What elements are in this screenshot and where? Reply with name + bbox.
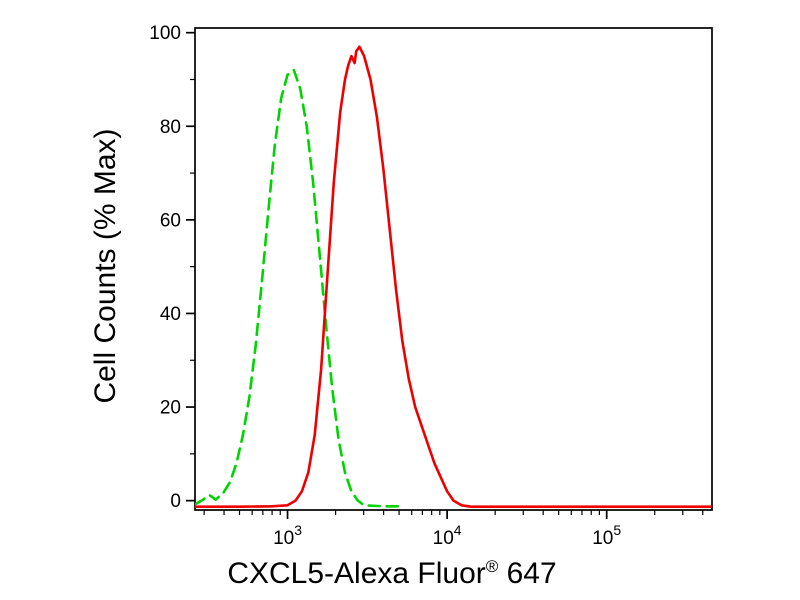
y-tick-label: 60 [160,210,181,231]
y-tick-label: 20 [160,398,181,419]
x-axis-title-text: CXCL5-Alexa Fluor [227,557,486,590]
registered-trademark-symbol: ® [485,557,499,576]
x-tick-label: 105 [592,522,621,549]
plot-frame [194,27,713,511]
y-tick-label: 80 [160,117,181,138]
y-tick-label: 100 [149,23,181,44]
curve-isotype-control-green-dashed [195,68,404,508]
x-axis-title-suffix: 647 [498,557,557,590]
curve-cxcl5-stained-red-solid [195,45,712,509]
y-tick-label: 40 [160,304,181,325]
x-axis-title: CXCL5-Alexa Fluor® 647 [227,557,556,591]
y-tick-label: 0 [170,491,181,512]
x-tick-label: 104 [433,522,462,549]
x-tick-label: 103 [273,522,302,549]
